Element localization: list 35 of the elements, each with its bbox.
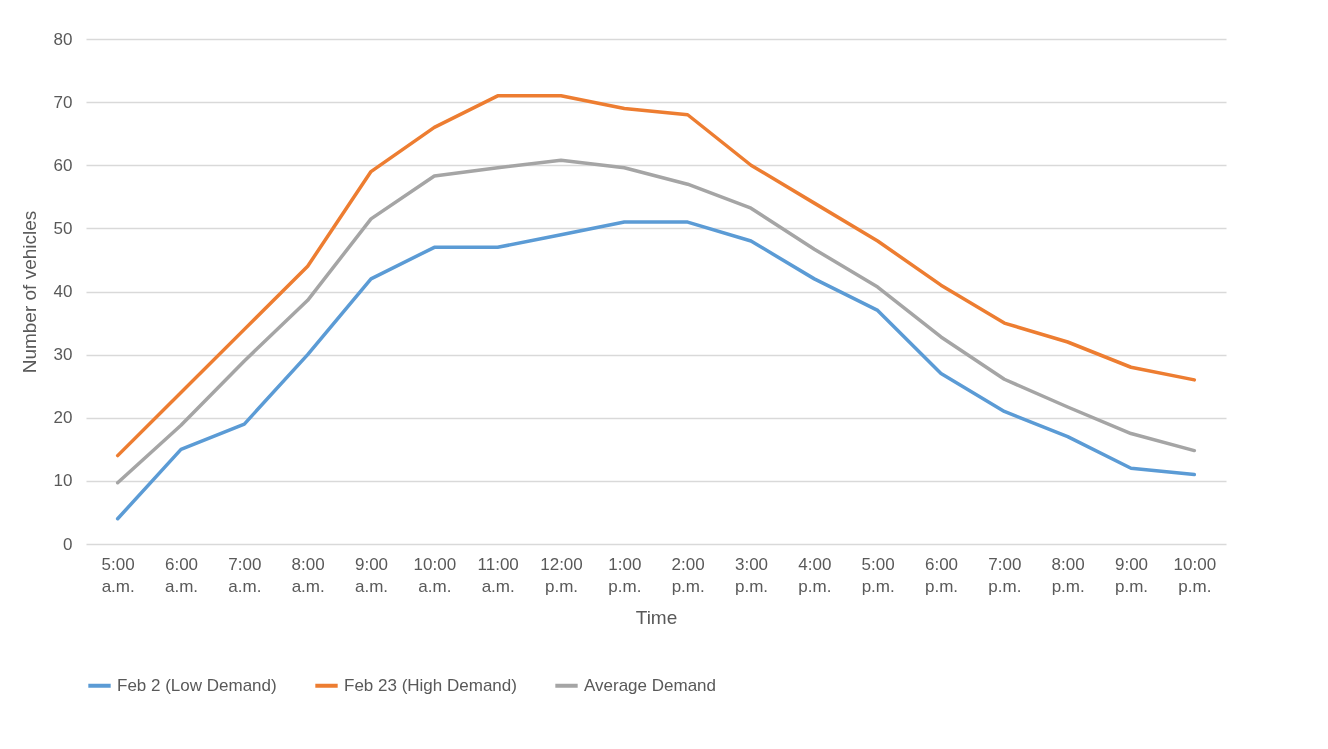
x-tick-label: 9:00 p.m. (1114, 554, 1149, 596)
y-tick-label: 40 (53, 282, 73, 301)
x-tick-label: 9:00 a.m. (354, 554, 389, 596)
x-tick-label: 11:00 a.m. (477, 554, 519, 596)
x-tick-label: 1:00 p.m. (608, 554, 642, 596)
legend-label: Average Demand (584, 675, 716, 695)
y-tick-label: 20 (53, 408, 73, 428)
y-tick-label: 60 (53, 155, 73, 175)
x-tick-label: 7:00 a.m. (228, 554, 262, 596)
x-tick-label: 2:00 p.m. (671, 554, 705, 596)
line-series (115, 94, 1197, 458)
line-series (115, 158, 1197, 485)
y-axis-title: Number of vehicles (18, 210, 40, 374)
x-tick-label: 5:00 p.m. (861, 554, 895, 596)
y-tick-label: 70 (53, 92, 73, 112)
y-tick-label: 50 (53, 218, 73, 238)
x-tick-label: 8:00 p.m. (1051, 554, 1085, 596)
x-tick-label: 6:00 p.m. (924, 554, 959, 596)
x-tick-label: 6:00 a.m. (164, 554, 199, 596)
y-tick-label: 10 (53, 471, 73, 491)
y-tick-label: 80 (53, 29, 73, 49)
legend-label: Feb 23 (High Demand) (344, 675, 517, 695)
y-tick-label: 0 (63, 534, 73, 554)
x-tick-label: 10:00 p.m. (1173, 554, 1217, 596)
x-tick-label: 7:00 p.m. (988, 554, 1022, 596)
x-tick-label: 5:00 a.m. (101, 554, 135, 596)
x-tick-label: 3:00 p.m. (734, 554, 769, 596)
x-axis-title: Time (635, 606, 678, 628)
x-tick-label: 8:00 a.m. (291, 554, 325, 596)
y-tick-label: 30 (53, 345, 73, 365)
x-tick-label: 10:00 a.m. (413, 554, 457, 596)
legend-label: Feb 2 (Low Demand) (117, 675, 277, 695)
x-tick-label: 12:00 p.m. (540, 554, 583, 596)
x-tick-label: 4:00 p.m. (798, 554, 832, 596)
line-series (115, 220, 1197, 521)
